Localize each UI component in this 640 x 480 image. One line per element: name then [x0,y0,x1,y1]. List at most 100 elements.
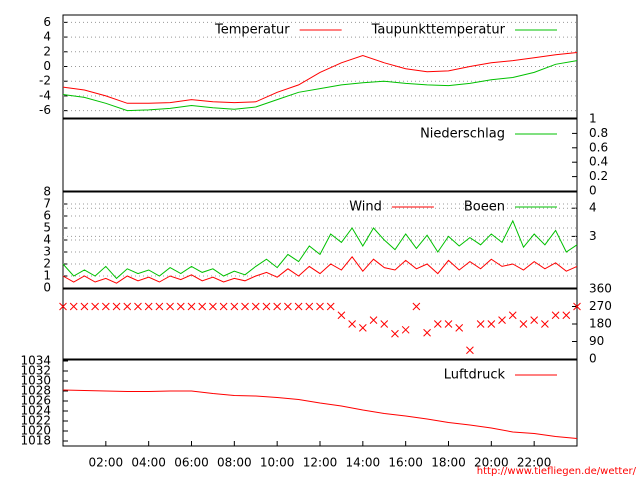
y-tick-label: 1020 [20,424,51,438]
y-tick-label: 0 [43,59,51,73]
direction-marker [209,302,217,311]
y2-tick-label: 180 [589,317,612,331]
direction-marker [433,320,442,328]
direction-marker [294,302,303,311]
x-tick-label: 14:00 [346,456,381,470]
y-tick-label: 1026 [20,394,51,408]
direction-marker [251,302,260,311]
y2-tick-label: 360 [589,282,612,296]
x-tick-label: 16:00 [388,456,423,470]
x-tick-label: 06:00 [174,456,209,470]
direction-marker [476,320,485,328]
direction-marker [273,302,282,311]
y-tick-label: 5 [43,221,51,235]
direction-marker [573,302,581,311]
direction-marker [337,311,346,320]
direction-marker [519,320,528,328]
y-tick-label: -4 [39,88,51,102]
y2-tick-label: 3 [589,229,597,243]
series-line [62,255,578,284]
direction-marker [134,302,142,311]
y-tick-label: 6 [43,15,51,29]
x-tick-label: 12:00 [303,456,338,470]
direction-marker [59,302,67,311]
legend-label: Temperatur [214,23,290,38]
direction-marker [551,311,560,320]
direction-marker [219,302,228,311]
direction-marker [91,302,99,311]
y-tick-label: 2 [43,44,51,58]
direction-marker [380,320,389,328]
direction-marker [401,325,410,334]
direction-marker [241,302,249,311]
direction-marker [101,302,110,311]
series-line [62,219,578,280]
direction-marker [262,302,271,311]
legend-label: Wind [349,200,382,215]
y-tick-label: 8 [43,185,51,199]
y2-tick-label: 4 [589,201,597,215]
direction-marker [176,302,185,311]
y-tick-label: 1032 [20,364,51,378]
series-line [62,389,578,439]
y-tick-label: 2 [43,257,51,271]
y-tick-label: 1030 [20,374,51,388]
x-tick-label: 20:00 [474,456,509,470]
x-tick-label: 04:00 [131,456,166,470]
legend-label: Taupunkttemperatur [371,23,506,38]
direction-marker [444,320,453,328]
y-tick-label: 1034 [20,354,51,368]
direction-marker [123,302,132,311]
direction-marker [305,302,314,311]
direction-marker [455,324,464,332]
x-tick-label: 08:00 [217,456,252,470]
y-tick-label: 0 [43,281,51,295]
series-line [62,60,578,112]
direction-marker [466,346,474,355]
y2-tick-label: 0.6 [589,140,608,154]
y2-tick-label: 0.4 [589,155,608,169]
legend-label: Niederschlag [420,127,505,142]
direction-marker [498,316,506,324]
y-tick-label: 1 [43,269,51,283]
direction-marker [391,329,399,338]
y2-tick-label: 0 [589,352,597,366]
direction-marker [508,311,517,320]
direction-marker [155,302,164,311]
series-line [62,52,578,104]
x-tick-label: 02:00 [89,456,124,470]
x-tick-label: 10:00 [260,456,295,470]
y2-tick-label: 0.2 [589,169,608,183]
y-tick-label: 3 [43,245,51,259]
direction-marker [198,302,207,311]
y2-tick-label: 90 [589,334,604,348]
y2-tick-label: 270 [589,299,612,313]
y-tick-label: 6 [43,209,51,223]
direction-marker [530,316,539,324]
y-tick-label: -6 [39,103,51,117]
direction-marker [423,328,431,337]
direction-marker [348,320,356,328]
legend-label: Luftdruck [444,368,506,383]
direction-marker [541,320,549,328]
y2-tick-label: 1 [589,112,597,126]
y-tick-label: -2 [39,74,51,88]
footer-link: http://www.tiefliegen.de/wetter/ [477,466,637,477]
direction-marker [358,324,367,332]
y-tick-label: 1022 [20,414,51,428]
direction-marker [69,302,78,311]
direction-marker [187,302,196,311]
y-tick-label: 1024 [20,404,51,418]
direction-marker [230,302,239,311]
y-tick-label: 1018 [20,434,51,448]
legend-label: Boeen [464,200,505,215]
direction-marker [326,302,335,311]
direction-marker [80,302,89,311]
y2-tick-label: 0.8 [589,126,608,140]
direction-marker [316,302,324,311]
y-tick-label: 1028 [20,384,51,398]
direction-marker [284,302,292,311]
y-tick-label: 7 [43,197,51,211]
x-tick-label: 18:00 [431,456,466,470]
